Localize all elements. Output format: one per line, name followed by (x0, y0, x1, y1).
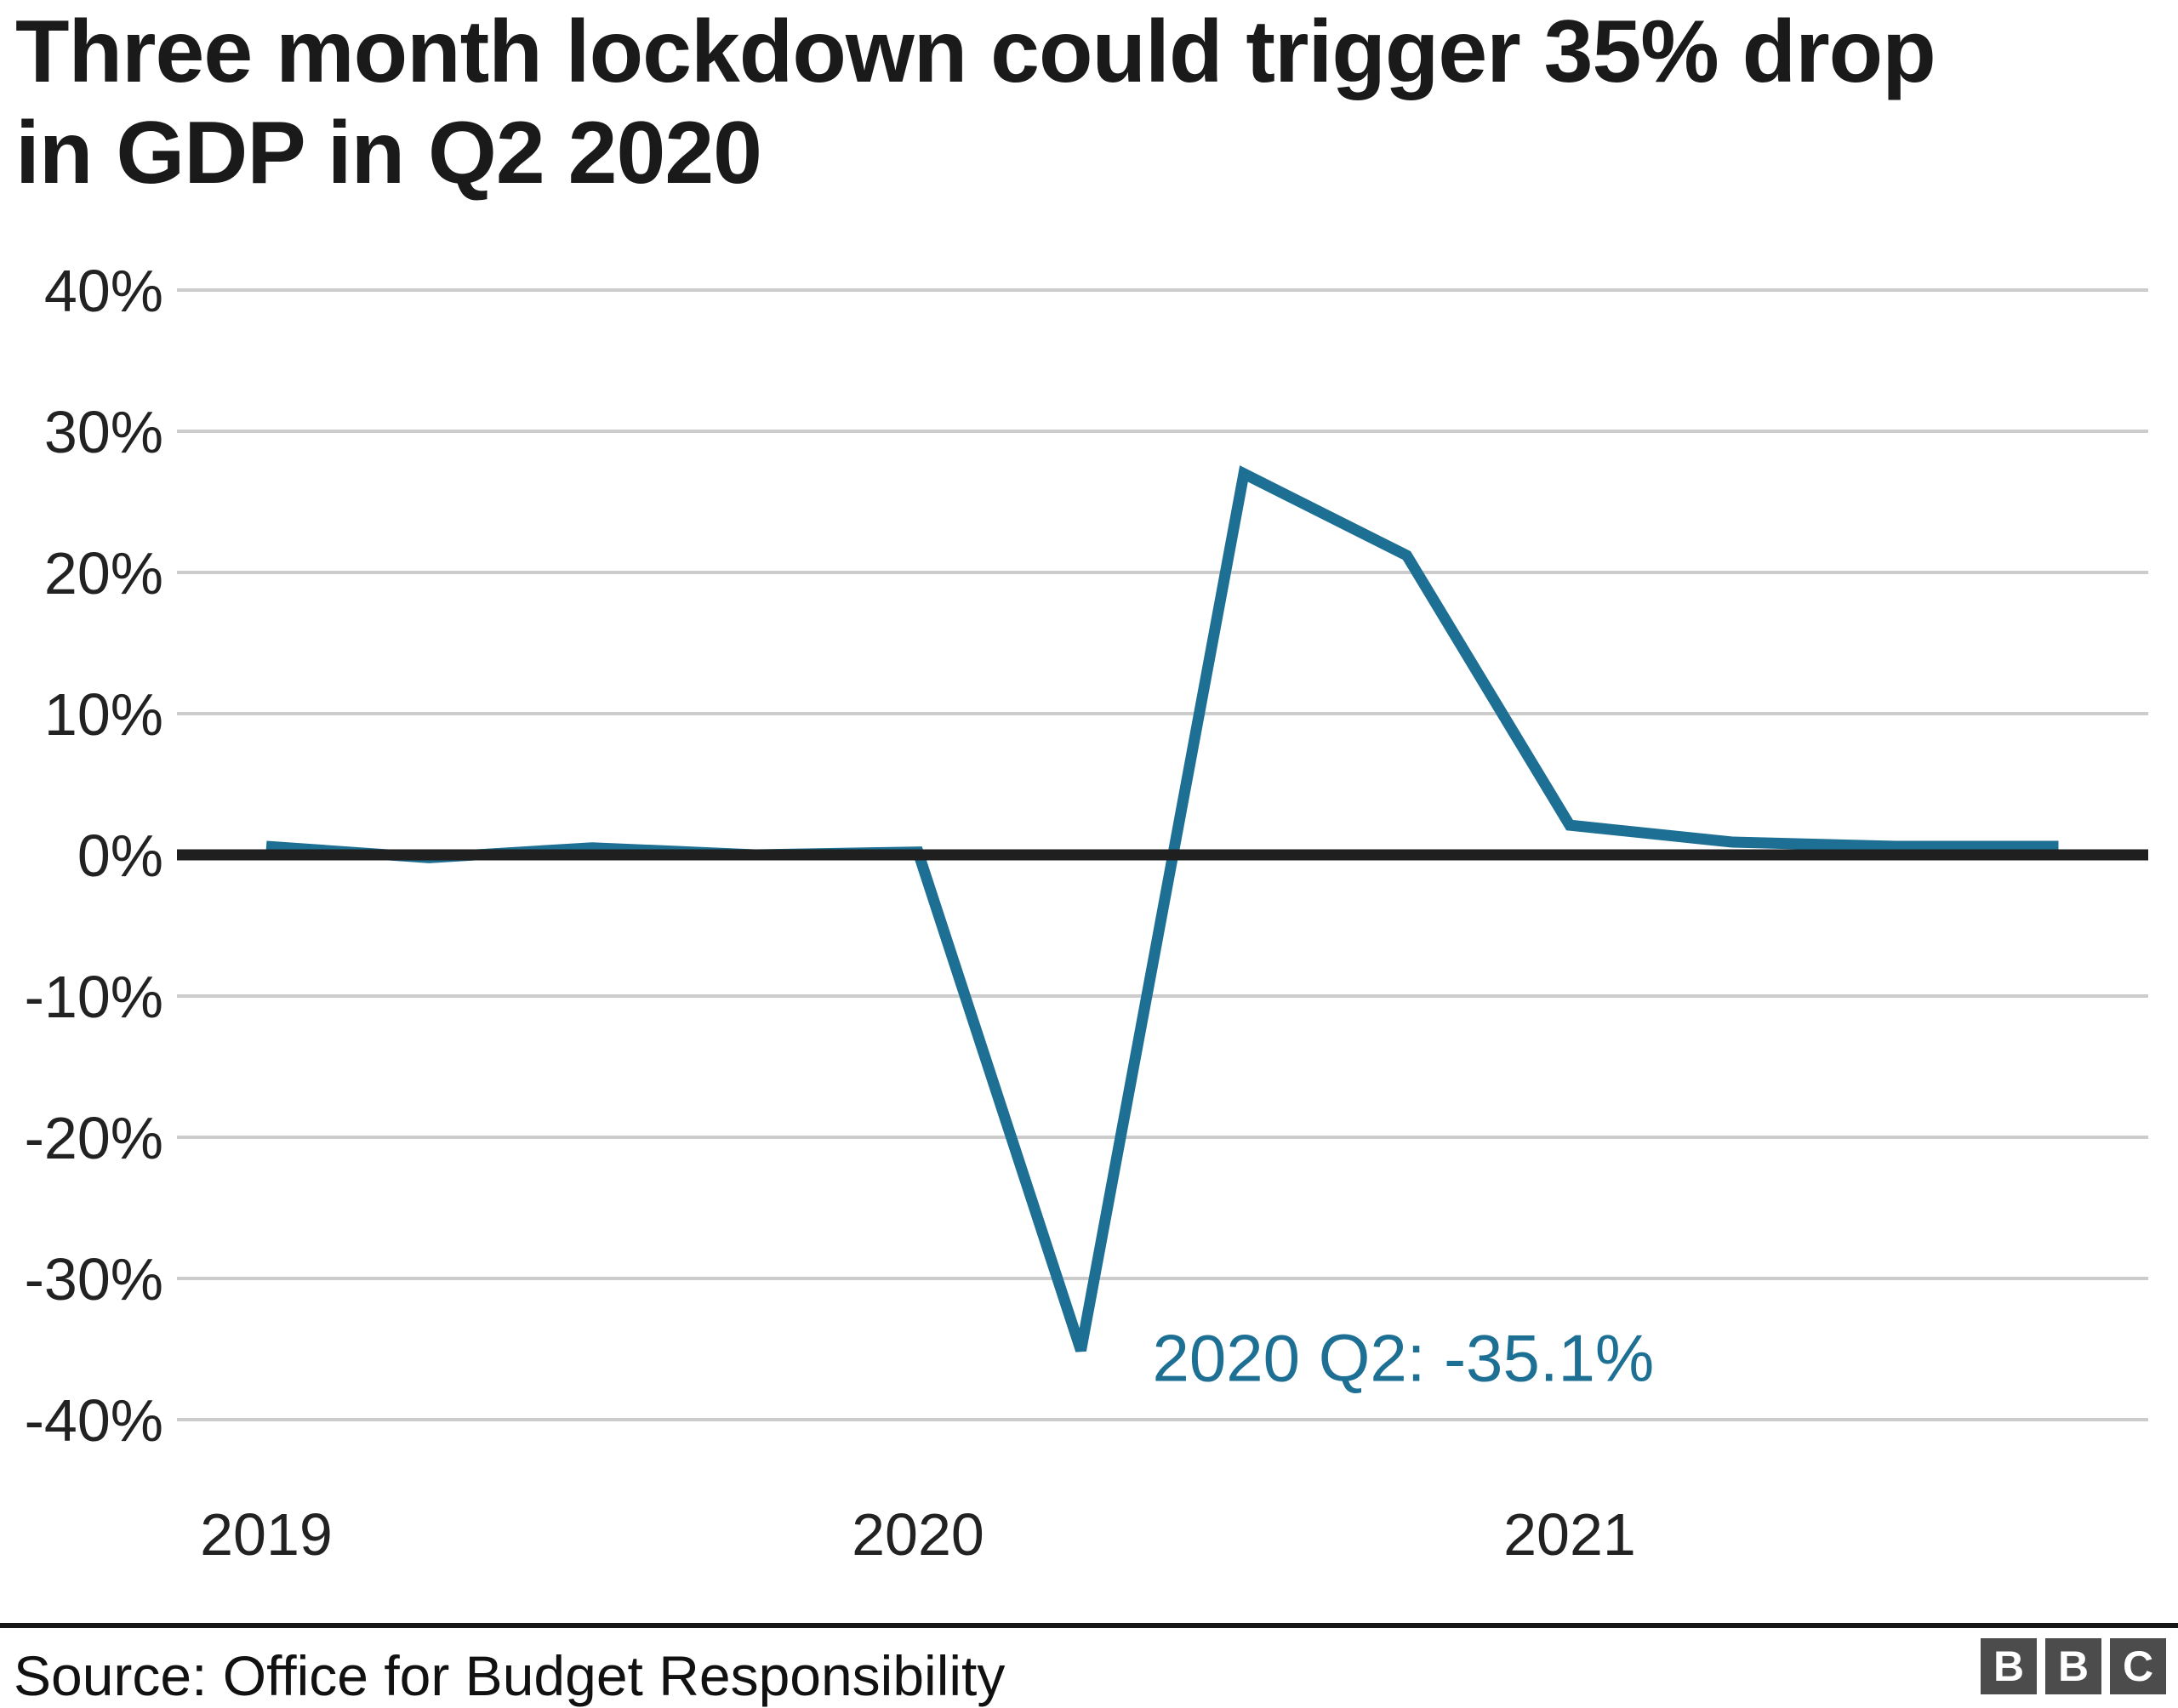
annotation-label: 2020 Q2: -35.1% (1153, 1321, 1655, 1396)
chart-title: Three month lockdown could trigger 35% d… (15, 2, 1936, 204)
y-tick-label: -30% (25, 1246, 163, 1312)
chart-title-line2: in GDP in Q2 2020 (15, 104, 762, 202)
bbc-logo-letter: B (1981, 1638, 2037, 1694)
bbc-logo-letter: C (2110, 1638, 2166, 1694)
chart-title-line1: Three month lockdown could trigger 35% d… (15, 3, 1936, 101)
y-tick-label: 0% (77, 823, 163, 889)
y-tick-label: -20% (25, 1105, 163, 1171)
bbc-logo: B B C (1981, 1638, 2166, 1694)
y-tick-label: 20% (44, 540, 163, 606)
footer: Source: Office for Budget Responsibility… (0, 1623, 2178, 1708)
gdp-line (265, 465, 2059, 1352)
x-tick-label: 2020 (852, 1501, 984, 1568)
y-tick-label: -40% (25, 1387, 163, 1454)
x-tick-label: 2021 (1503, 1501, 1636, 1568)
y-tick-label: 30% (44, 399, 163, 465)
source-attribution: Source: Office for Budget Responsibility (14, 1644, 1006, 1707)
y-tick-label: -10% (25, 964, 163, 1030)
y-tick-label: 40% (44, 258, 163, 324)
y-tick-label: 10% (44, 681, 163, 748)
gdp-line-chart: 40% 30% 20% 10% 0% -10% -20% -30% -40% 2019 2020 20… (25, 258, 2148, 1568)
x-tick-label: 2019 (200, 1501, 333, 1568)
bbc-logo-letter: B (2045, 1638, 2101, 1694)
